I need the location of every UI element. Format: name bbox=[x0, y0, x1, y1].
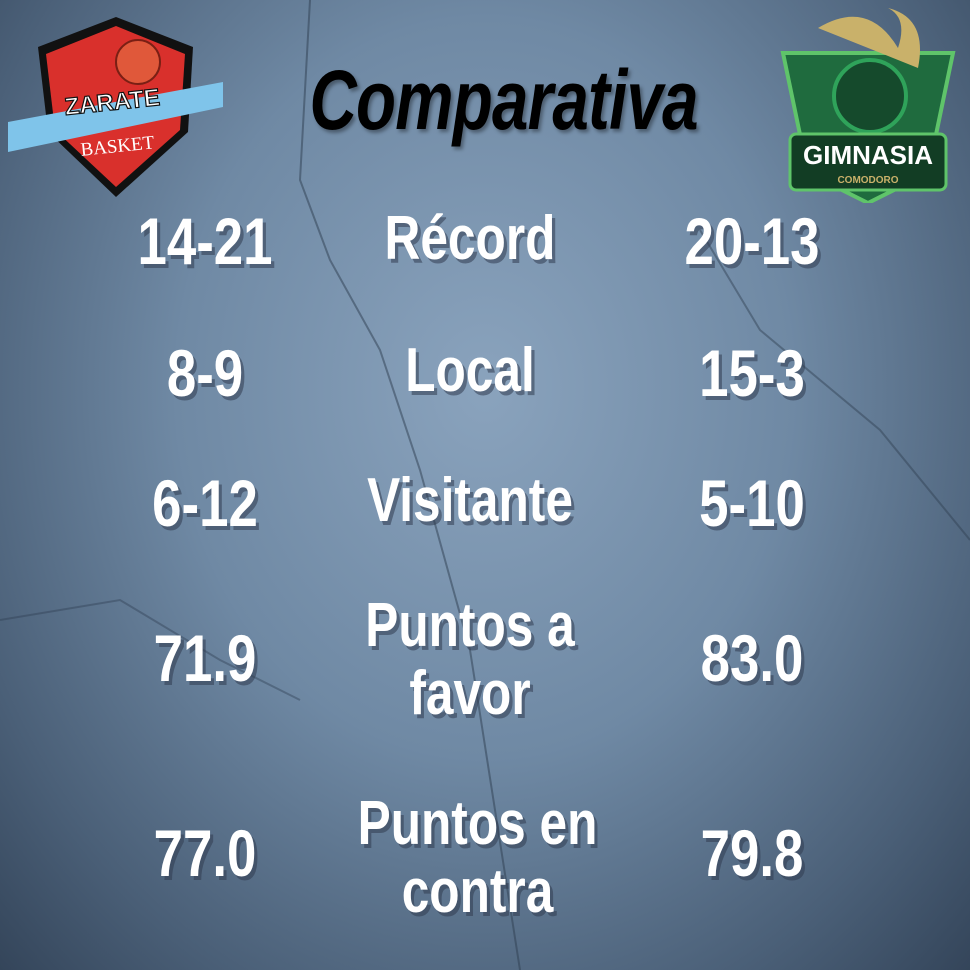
label-local: Local bbox=[405, 336, 535, 405]
home-puntos-en-contra: 77.0 bbox=[153, 816, 257, 890]
home-record: 14-21 bbox=[137, 204, 273, 278]
away-visitante: 5-10 bbox=[699, 466, 805, 540]
away-record: 20-13 bbox=[684, 204, 820, 278]
away-puntos-en-contra: 79.8 bbox=[700, 816, 804, 890]
label-visitante: Visitante bbox=[367, 466, 573, 535]
zarate-basket-logo: ZARATE BASKET bbox=[8, 12, 223, 207]
page-title: Comparativa bbox=[309, 53, 699, 147]
away-puntos-a-favor: 83.0 bbox=[700, 621, 804, 695]
label-record: Récord bbox=[384, 204, 556, 273]
home-visitante: 6-12 bbox=[152, 466, 258, 540]
away-local: 15-3 bbox=[699, 336, 805, 410]
label-puntos-en-contra: Puntos en contra bbox=[357, 789, 598, 927]
comodoro-logo-text: COMODORO bbox=[837, 175, 898, 186]
home-local: 8-9 bbox=[166, 336, 244, 410]
gimnasia-comodoro-logo: GIMNASIA COMODORO bbox=[778, 8, 958, 208]
home-puntos-a-favor: 71.9 bbox=[153, 621, 257, 695]
label-puntos-a-favor: Puntos a favor bbox=[365, 591, 575, 729]
gimnasia-logo-text: GIMNASIA bbox=[803, 140, 933, 170]
